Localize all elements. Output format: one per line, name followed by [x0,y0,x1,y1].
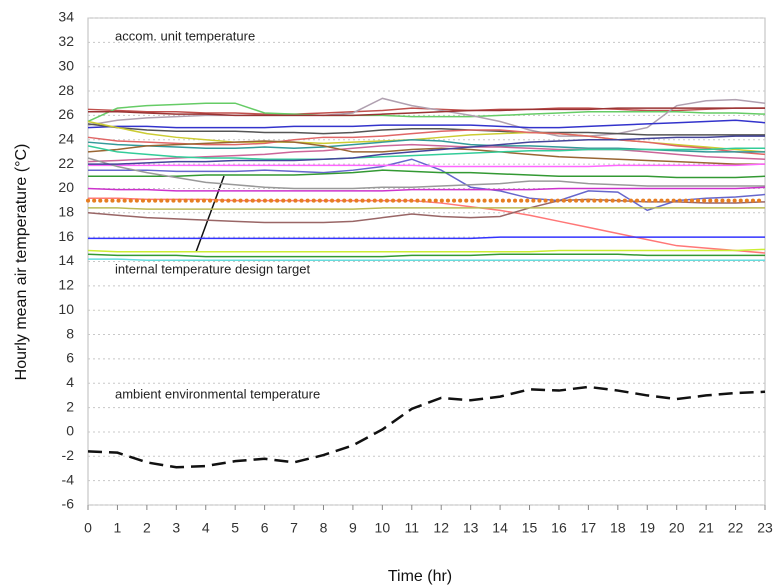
y-tick-label: 12 [58,277,74,293]
series-line [87,129,766,156]
series-line [88,107,765,117]
series-line [87,145,765,160]
series-line [87,186,766,192]
x-tick-label: 21 [698,520,714,536]
series-line [87,157,765,190]
y-tick-label: 8 [66,325,74,341]
x-tick-label: 10 [375,520,391,536]
x-tick-label: 20 [669,520,685,536]
y-tick-label: -2 [62,447,75,463]
series-line [87,140,765,165]
x-tick-label: 23 [757,520,773,536]
x-tick-label: 9 [349,520,357,536]
y-tick-label: 0 [66,423,74,439]
x-tick-label: 7 [290,520,298,536]
series-line [88,135,765,165]
y-tick-label: 24 [58,130,74,146]
y-tick-label: 14 [58,252,74,268]
series-line [88,197,766,254]
series-line [88,236,765,240]
x-tick-label: 8 [320,520,328,536]
series-line [87,143,766,163]
y-tick-label: 6 [66,350,74,366]
y-tick-label: 34 [58,9,74,25]
y-tick-label: -4 [62,471,75,487]
x-tick-label: 12 [433,520,449,536]
x-tick-label: 4 [202,520,210,536]
x-tick-label: 17 [581,520,597,536]
y-tick-label: 16 [58,228,74,244]
series-line [88,207,765,210]
x-tick-label: 18 [610,520,626,536]
x-tick-label: 16 [551,520,567,536]
series-line [88,163,766,168]
series-line [87,123,765,136]
y-tick-label: 18 [58,204,74,220]
annotation: accom. unit temperature [115,28,255,43]
y-tick-label: 4 [66,374,74,390]
y-tick-label: 30 [58,57,74,73]
x-tick-label: 2 [143,520,151,536]
annotation: internal temperature design target [115,261,311,276]
y-tick-label: 26 [58,106,74,122]
y-tick-label: 32 [58,33,74,49]
x-tick-label: 3 [172,520,180,536]
x-tick-label: 0 [84,520,92,536]
x-tick-label: 22 [728,520,744,536]
y-tick-label: -6 [62,496,75,512]
x-tick-label: 14 [492,520,508,536]
series-line [87,198,766,224]
annotation: ambient environmental temperature [115,386,320,401]
x-tick-label: 15 [522,520,538,536]
y-tick-label: 20 [58,179,74,195]
series-line [87,119,766,129]
series-line [88,158,766,212]
x-tick-label: 5 [231,520,239,536]
series-line [88,258,765,262]
series-line [87,385,766,469]
y-tick-label: 10 [58,301,74,317]
annotation-pointer [195,175,225,253]
x-axis-label: Time (hr) [388,568,452,585]
x-tick-label: 11 [405,520,420,536]
y-tick-label: 2 [66,398,74,414]
x-tick-label: 13 [463,520,479,536]
series-line [87,253,765,258]
x-tick-label: 6 [261,520,269,536]
y-tick-label: 28 [58,82,74,98]
y-axis-label: Hourly mean air temperature (°C) [13,144,30,381]
y-tick-label: 22 [58,155,74,171]
series-line [87,248,766,253]
x-tick-label: 19 [639,520,655,536]
series-line [87,102,766,123]
x-tick-label: 1 [114,520,122,536]
series-line [88,169,766,179]
